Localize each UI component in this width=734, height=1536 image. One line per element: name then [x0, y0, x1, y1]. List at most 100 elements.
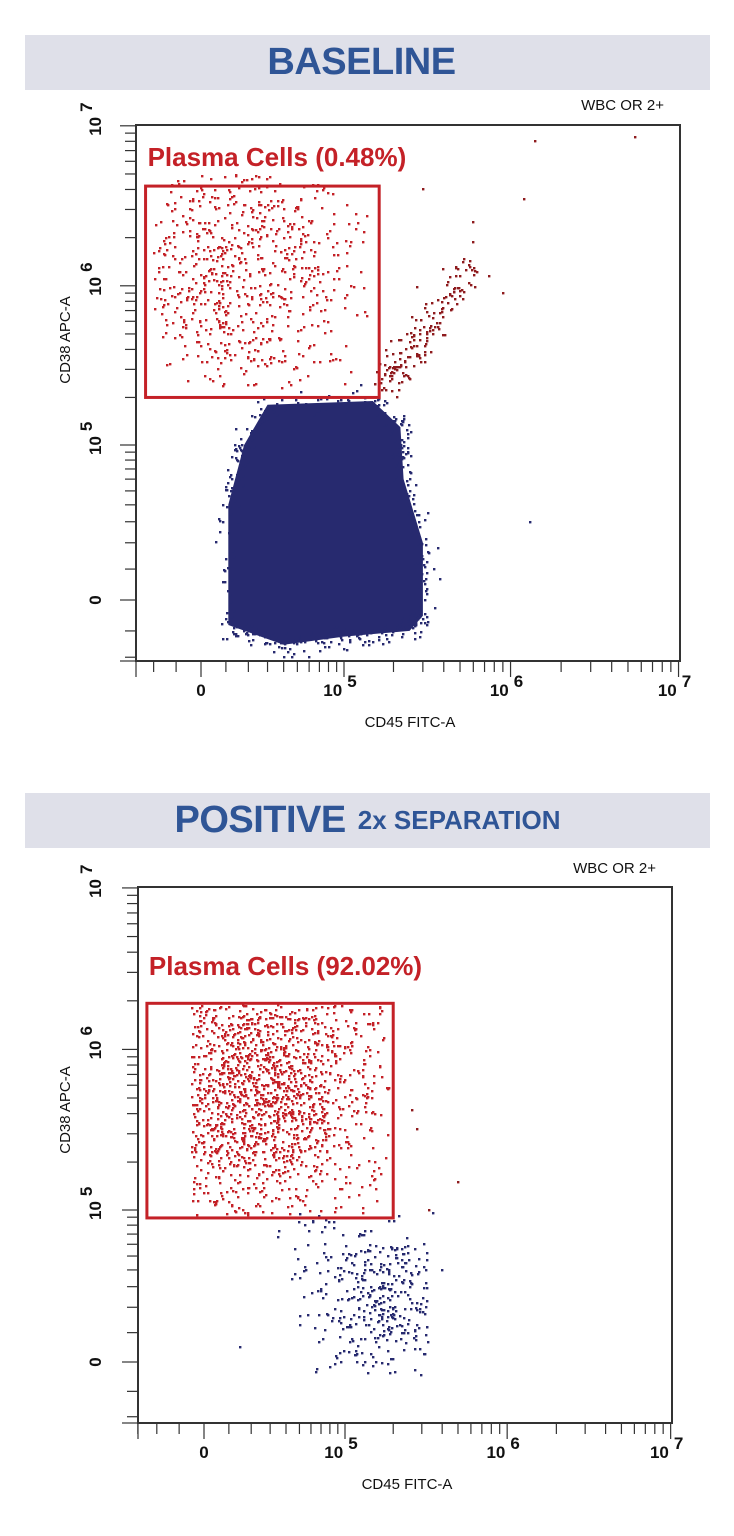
data-point	[327, 321, 330, 324]
data-point	[405, 366, 408, 369]
data-point	[249, 273, 252, 276]
data-point	[386, 355, 389, 358]
data-point	[369, 1294, 372, 1297]
data-point	[377, 1337, 380, 1340]
data-point	[238, 1016, 241, 1019]
data-point	[283, 1117, 286, 1120]
data-point	[377, 1051, 380, 1054]
data-point	[300, 1039, 303, 1042]
data-point	[337, 1117, 340, 1120]
data-point	[256, 1079, 259, 1082]
data-point	[236, 450, 239, 453]
data-point	[374, 400, 377, 403]
data-point	[338, 278, 341, 281]
data-point	[226, 249, 229, 252]
data-point	[334, 1211, 337, 1214]
data-point	[474, 270, 477, 273]
data-point	[227, 266, 230, 269]
data-point	[304, 235, 307, 238]
data-point	[362, 1207, 365, 1210]
data-point	[272, 1082, 275, 1085]
data-point	[425, 1334, 428, 1337]
data-point	[378, 1303, 381, 1306]
data-point	[407, 1245, 410, 1248]
data-point	[275, 1009, 278, 1012]
data-point	[305, 1025, 308, 1028]
data-point	[247, 1078, 250, 1081]
data-point	[229, 198, 232, 201]
data-point	[244, 342, 247, 345]
data-point	[240, 1074, 243, 1077]
data-point	[276, 1126, 279, 1129]
data-point	[283, 1071, 286, 1074]
data-point	[226, 1043, 229, 1046]
data-point	[208, 1052, 211, 1055]
data-point	[413, 612, 416, 615]
data-point	[281, 1098, 284, 1101]
data-point	[242, 1068, 245, 1071]
data-point	[334, 1053, 337, 1056]
data-point	[333, 278, 336, 281]
data-point	[296, 1159, 299, 1162]
data-point	[425, 1269, 428, 1272]
data-point	[235, 1191, 238, 1194]
data-point	[414, 638, 417, 641]
data-point	[255, 1205, 258, 1208]
data-point	[298, 1091, 301, 1094]
data-point	[291, 1120, 294, 1123]
data-point	[291, 253, 294, 256]
data-point	[316, 302, 319, 305]
data-point	[394, 1249, 397, 1252]
x-tick-base: 10	[658, 681, 677, 700]
data-point	[424, 1313, 427, 1316]
data-point	[198, 1036, 201, 1039]
data-point	[230, 1023, 233, 1026]
data-point	[243, 1166, 246, 1169]
data-point	[463, 258, 466, 261]
data-point	[209, 1043, 212, 1046]
data-point	[290, 1072, 293, 1075]
data-point	[207, 1103, 210, 1106]
data-point	[216, 302, 219, 305]
data-point	[301, 1119, 304, 1122]
data-point	[236, 626, 239, 629]
data-point	[415, 1335, 418, 1338]
data-point	[259, 1068, 262, 1071]
data-point	[379, 1251, 382, 1254]
data-point	[292, 1149, 295, 1152]
data-point	[250, 1147, 253, 1150]
data-point	[199, 222, 202, 225]
data-point	[414, 1248, 417, 1251]
data-point	[523, 198, 526, 201]
data-point	[213, 309, 216, 312]
plasma-cell-gate	[145, 1001, 395, 1220]
data-point	[203, 276, 206, 279]
data-point	[219, 1073, 222, 1076]
data-point	[283, 656, 286, 659]
data-point	[251, 242, 254, 245]
data-point	[407, 356, 410, 359]
data-point	[214, 197, 217, 200]
data-point	[247, 461, 250, 464]
data-point	[276, 1030, 279, 1033]
data-point	[430, 325, 433, 328]
data-point	[250, 1041, 253, 1044]
data-point	[291, 1011, 294, 1014]
data-point	[413, 1337, 416, 1340]
data-point	[271, 330, 274, 333]
data-point	[405, 453, 408, 456]
data-point	[187, 296, 190, 299]
data-point	[395, 425, 398, 428]
data-point	[422, 558, 425, 561]
data-point	[298, 1156, 301, 1159]
data-point	[251, 1023, 254, 1026]
data-point	[257, 401, 260, 404]
data-point	[242, 1139, 245, 1142]
data-point	[314, 1042, 317, 1045]
data-point	[416, 353, 419, 356]
data-point	[425, 1306, 428, 1309]
data-point	[290, 1113, 293, 1116]
data-point	[202, 196, 205, 199]
data-point	[383, 424, 386, 427]
